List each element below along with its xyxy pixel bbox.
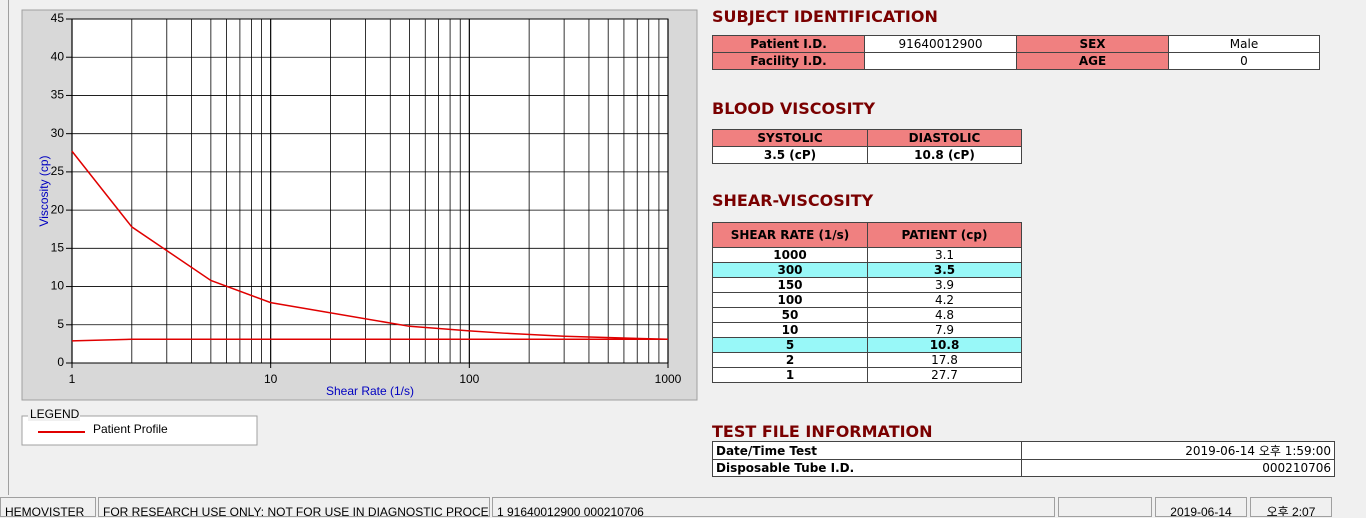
y-tick-label: 10 bbox=[51, 279, 65, 293]
series-line bbox=[71, 150, 669, 341]
shear-rate: 50 bbox=[712, 307, 868, 323]
y-tick-label: 0 bbox=[57, 355, 64, 369]
table-row: 150 3.9 bbox=[712, 277, 1022, 293]
section-title: BLOOD VISCOSITY bbox=[712, 99, 876, 118]
viscosity: 27.7 bbox=[867, 367, 1022, 383]
shear-table: SHEAR RATE (1/s) PATIENT (cp) 1000 3.1 300 3… bbox=[712, 222, 1022, 383]
header: SYSTOLIC bbox=[712, 129, 868, 147]
value: Male bbox=[1168, 35, 1320, 53]
status-cell bbox=[1058, 497, 1152, 517]
viscosity: 3.9 bbox=[867, 277, 1022, 293]
label: AGE bbox=[1016, 52, 1169, 70]
chart: Viscosity (cp) Shear Rate (1/s) LEGEND 0… bbox=[21, 9, 698, 446]
table-row: Disposable Tube I.D. 000210706 bbox=[712, 459, 1335, 477]
shear-rate: 1 bbox=[712, 367, 868, 383]
shear-rate: 1000 bbox=[712, 247, 868, 263]
value: 3.5 (cP) bbox=[712, 146, 868, 164]
legend-title: LEGEND bbox=[30, 407, 80, 421]
table-row: 1000 3.1 bbox=[712, 247, 1022, 263]
y-tick-label: 35 bbox=[51, 88, 65, 102]
legend-title-bg bbox=[28, 409, 80, 421]
test-file-table: Date/Time Test 2019-06-14 오후 1:59:00 Dispo… bbox=[712, 441, 1335, 477]
table-row: 1 27.7 bbox=[712, 367, 1022, 383]
x-tick-label: 10 bbox=[264, 372, 278, 386]
header: PATIENT (cp) bbox=[867, 222, 1022, 248]
value bbox=[864, 52, 1017, 70]
window-border bbox=[8, 0, 9, 495]
y-tick-label: 5 bbox=[57, 317, 64, 331]
x-tick-label: 100 bbox=[459, 372, 479, 386]
value: 10.8 (cP) bbox=[867, 146, 1022, 164]
y-tick-label: 15 bbox=[51, 241, 65, 255]
value: 0 bbox=[1168, 52, 1320, 70]
value: 000210706 bbox=[1021, 459, 1335, 477]
viscosity: 10.8 bbox=[867, 337, 1022, 353]
viscosity: 17.8 bbox=[867, 352, 1022, 368]
section-title: SUBJECT IDENTIFICATION bbox=[712, 7, 938, 26]
shear-rate: 100 bbox=[712, 292, 868, 308]
shear-rate: 5 bbox=[712, 337, 868, 353]
shear-rate: 150 bbox=[712, 277, 868, 293]
viscosity: 7.9 bbox=[867, 322, 1022, 338]
header: DIASTOLIC bbox=[867, 129, 1022, 147]
section-title: TEST FILE INFORMATION bbox=[712, 422, 933, 441]
header: SHEAR RATE (1/s) bbox=[712, 222, 868, 248]
label: Date/Time Test bbox=[712, 441, 1022, 460]
plot-frame bbox=[71, 18, 669, 364]
x-tick-label: 1000 bbox=[655, 372, 682, 386]
table-row: 5 10.8 bbox=[712, 337, 1022, 353]
y-tick-label: 45 bbox=[51, 11, 65, 25]
y-axis-label: Viscosity (cp) bbox=[37, 155, 51, 226]
shear-rate: 300 bbox=[712, 262, 868, 278]
y-tick-label: 40 bbox=[51, 49, 65, 63]
table-row: 2 17.8 bbox=[712, 352, 1022, 368]
viscosity: 4.2 bbox=[867, 292, 1022, 308]
label: SEX bbox=[1016, 35, 1169, 53]
viscosity: 3.1 bbox=[867, 247, 1022, 263]
section-title: SHEAR-VISCOSITY bbox=[712, 191, 874, 210]
blood-table: SYSTOLIC DIASTOLIC 3.5 (cP) 10.8 (cP) bbox=[712, 129, 1022, 164]
table-row: 300 3.5 bbox=[712, 262, 1022, 278]
status-cell: FOR RESEARCH USE ONLY: NOT FOR USE IN DI… bbox=[98, 497, 490, 517]
shear-rate: 10 bbox=[712, 322, 868, 338]
y-tick-label: 25 bbox=[51, 164, 65, 178]
x-tick-label: 1 bbox=[69, 372, 76, 386]
subject-table: Patient I.D. 91640012900 SEX Male Facility … bbox=[712, 35, 1320, 70]
series-line bbox=[71, 338, 668, 342]
table-row: 10 7.9 bbox=[712, 322, 1022, 338]
table-row: 50 4.8 bbox=[712, 307, 1022, 323]
value: 2019-06-14 오후 1:59:00 bbox=[1021, 441, 1335, 460]
table-row: Date/Time Test 2019-06-14 오후 1:59:00 bbox=[712, 441, 1335, 460]
x-axis-label: Shear Rate (1/s) bbox=[326, 384, 414, 398]
status-cell: 오후 2:07 bbox=[1250, 497, 1332, 517]
label: Disposable Tube I.D. bbox=[712, 459, 1022, 477]
status-cell: 1 91640012900 000210706 bbox=[492, 497, 1055, 517]
table-row: 100 4.2 bbox=[712, 292, 1022, 308]
plot-area bbox=[72, 19, 668, 363]
viscosity: 3.5 bbox=[867, 262, 1022, 278]
status-cell: 2019-06-14 bbox=[1155, 497, 1247, 517]
status-cell: HEMOVISTER bbox=[0, 497, 96, 517]
value: 91640012900 bbox=[864, 35, 1017, 53]
y-tick-label: 20 bbox=[51, 202, 65, 216]
label: Patient I.D. bbox=[712, 35, 865, 53]
label: Facility I.D. bbox=[712, 52, 865, 70]
shear-rate: 2 bbox=[712, 352, 868, 368]
legend-label: Patient Profile bbox=[93, 422, 168, 436]
y-tick-label: 30 bbox=[51, 126, 65, 140]
viscosity: 4.8 bbox=[867, 307, 1022, 323]
